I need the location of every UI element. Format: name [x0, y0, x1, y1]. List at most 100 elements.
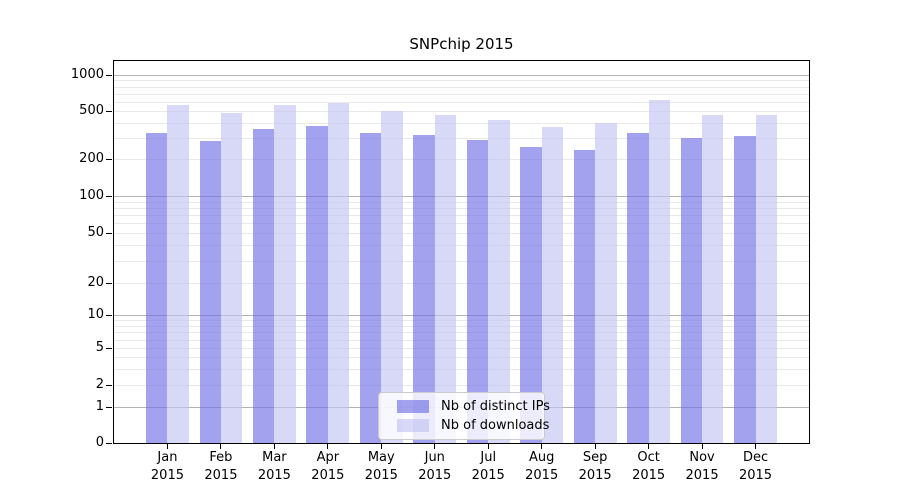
month-label: Aug: [528, 450, 555, 465]
minor-gridline: [114, 385, 809, 387]
minor-gridline: [114, 122, 809, 124]
bar-downloads: [541, 127, 564, 443]
year-label: 2015: [204, 468, 238, 483]
bar-downloads: [488, 120, 510, 443]
minor-gridline: [114, 357, 809, 359]
y-axis-tick-label: 10: [87, 306, 104, 322]
y-axis-tick: [106, 282, 112, 284]
month-label: Feb: [209, 450, 233, 465]
bar-distinct-ips: [627, 133, 649, 443]
minor-gridline: [114, 101, 809, 103]
bar-distinct-ips: [520, 146, 542, 443]
year-label: 2015: [525, 468, 559, 483]
x-axis-tick: [166, 444, 168, 449]
y-axis-tick-label: 2: [95, 377, 104, 393]
bar-distinct-ips: [734, 135, 756, 443]
y-axis-tick-label: 20: [87, 274, 104, 290]
minor-gridline: [114, 282, 809, 284]
y-axis-tick-label: 1: [95, 399, 104, 415]
x-axis-tick: [541, 444, 543, 449]
minor-gridline: [114, 348, 809, 350]
x-axis-tick: [594, 444, 596, 449]
y-axis-tick: [106, 74, 112, 76]
month-label: Dec: [742, 450, 769, 465]
x-axis-tick-label: Jun 2015: [405, 449, 465, 485]
legend-swatch-distinct-ips: [397, 400, 429, 413]
year-label: 2015: [471, 468, 505, 483]
x-axis-tick-label: Dec 2015: [726, 449, 786, 485]
x-axis-tick-label: Nov 2015: [672, 449, 732, 485]
month-label: Mar: [262, 450, 287, 465]
minor-gridline: [114, 201, 809, 203]
bar-downloads: [434, 114, 457, 443]
bar-downloads: [595, 123, 617, 443]
bar-distinct-ips: [466, 139, 489, 443]
y-axis-tick: [106, 233, 112, 235]
y-axis-tick: [106, 443, 112, 444]
minor-gridline: [114, 325, 809, 327]
y-axis-tick: [106, 111, 112, 113]
major-gridline: [114, 196, 809, 198]
year-label: 2015: [578, 468, 612, 483]
month-label: Jan: [157, 450, 178, 465]
minor-gridline: [114, 93, 809, 95]
x-axis-tick: [701, 444, 703, 449]
bar-downloads: [327, 103, 350, 443]
minor-gridline: [114, 80, 809, 82]
year-label: 2015: [257, 468, 291, 483]
month-label: May: [367, 450, 395, 465]
x-axis-tick-label: Aug 2015: [512, 449, 572, 485]
y-axis-tick-label: 1000: [70, 66, 104, 82]
bar-distinct-ips: [253, 129, 275, 443]
bar-distinct-ips: [306, 125, 328, 443]
x-axis-tick-label: Feb 2015: [191, 449, 251, 485]
year-label: 2015: [632, 468, 666, 483]
bar-downloads: [381, 110, 403, 443]
x-axis-tick: [487, 444, 489, 449]
y-axis-tick-label: 50: [87, 225, 104, 241]
minor-gridline: [114, 319, 809, 321]
x-axis-tick: [327, 444, 329, 449]
minor-gridline: [114, 332, 809, 334]
minor-gridline: [114, 233, 809, 235]
minor-gridline: [114, 369, 809, 370]
month-label: Sep: [582, 450, 608, 465]
chart-title: SNPchip 2015: [409, 35, 514, 53]
y-axis-tick: [106, 314, 112, 316]
x-axis-tick-label: Jan 2015: [137, 449, 197, 485]
bar-distinct-ips: [680, 138, 703, 443]
minor-gridline: [114, 86, 809, 88]
x-axis-tick: [648, 444, 650, 449]
x-axis-tick: [755, 444, 757, 449]
y-axis-tick: [106, 159, 112, 161]
month-label: Apr: [316, 450, 340, 465]
minor-gridline: [114, 215, 809, 217]
y-axis-tick: [106, 348, 112, 350]
year-label: 2015: [418, 468, 452, 483]
minor-gridline: [114, 159, 809, 161]
bar-downloads: [702, 115, 724, 443]
x-axis-tick: [220, 444, 222, 449]
bar-distinct-ips: [573, 149, 596, 443]
x-axis-tick-label: Jul 2015: [458, 449, 518, 485]
minor-gridline: [114, 138, 809, 140]
month-label: Jul: [480, 450, 497, 465]
x-axis-tick-label: Oct 2015: [619, 449, 679, 485]
x-axis-tick: [434, 444, 436, 449]
y-axis-tick: [106, 385, 112, 387]
month-label: Jun: [424, 450, 445, 465]
y-axis-tick-label: 500: [79, 103, 104, 119]
minor-gridline: [114, 223, 809, 225]
year-label: 2015: [311, 468, 345, 483]
year-label: 2015: [685, 468, 719, 483]
y-axis-tick-label: 0: [95, 435, 104, 450]
bar-distinct-ips: [413, 134, 435, 443]
bar-downloads: [220, 113, 243, 443]
month-label: Oct: [637, 450, 660, 465]
legend-label-distinct-ips: Nb of distinct IPs: [441, 399, 550, 414]
minor-gridline: [114, 208, 809, 210]
y-axis-tick-label: 200: [79, 151, 104, 167]
x-axis-tick: [380, 444, 382, 449]
minor-gridline: [114, 260, 809, 262]
